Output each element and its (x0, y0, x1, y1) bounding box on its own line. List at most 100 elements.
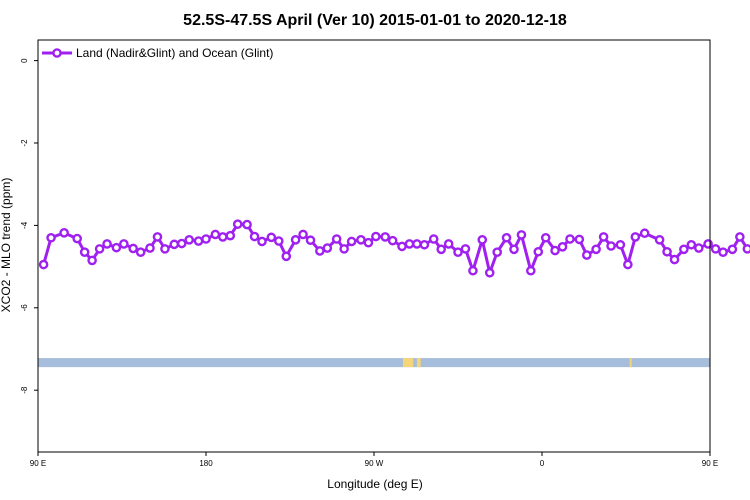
data-point (582, 250, 592, 260)
data-point (718, 247, 728, 257)
data-point (339, 244, 349, 254)
data-point (184, 235, 194, 245)
data-point (436, 244, 447, 255)
data-point (526, 265, 536, 276)
data-point (679, 244, 689, 255)
data-point (703, 239, 713, 249)
data-point (160, 244, 170, 254)
data-point (273, 236, 284, 246)
data-point (257, 236, 267, 247)
data-point (710, 244, 721, 254)
data-point (152, 232, 163, 242)
data-point (574, 234, 585, 245)
legend-label: Land (Nadir&Glint) and Ocean (Glint) (76, 46, 273, 60)
data-point (412, 239, 422, 249)
legend: Land (Nadir&Glint) and Ocean (Glint) (42, 46, 273, 60)
data-point (565, 234, 575, 244)
data-point (460, 244, 471, 254)
y-tick-label: 0 (20, 58, 29, 63)
data-point (210, 229, 221, 240)
data-point (630, 232, 641, 242)
data-point (540, 232, 551, 243)
data-point (669, 254, 680, 265)
data-point (281, 251, 292, 262)
data-point (397, 241, 407, 252)
data-point (404, 239, 415, 249)
land-segment (629, 358, 632, 368)
data-point (87, 255, 97, 266)
data-point (145, 243, 155, 253)
data-point (217, 232, 228, 242)
data-point (225, 230, 236, 241)
data-point (249, 231, 260, 242)
data-point (516, 230, 527, 240)
x-tick-label: 90 E (702, 459, 718, 468)
data-point (59, 228, 69, 238)
data-point (305, 235, 316, 246)
data-point (387, 235, 398, 246)
data-point (111, 242, 122, 253)
data-point (298, 229, 308, 240)
data-point (686, 239, 697, 250)
data-point (232, 219, 243, 229)
data-point (266, 232, 277, 243)
surface-band (38, 358, 710, 368)
data-point (501, 232, 512, 243)
data-point (533, 246, 544, 257)
data-point (598, 232, 609, 242)
y-axis-label: XCO2 - MLO trend (ppm) (0, 178, 13, 313)
data-point (591, 244, 601, 255)
data-point (128, 243, 138, 254)
y-tick-label: -6 (20, 304, 29, 312)
data-point (72, 233, 82, 244)
y-tick-label: -2 (20, 139, 29, 147)
land-segment (402, 358, 414, 368)
data-point (201, 234, 211, 244)
ocean-band (38, 358, 710, 368)
y-axis: 0 -2 -4 -6 -8 (20, 58, 38, 394)
data-point (46, 232, 56, 243)
data-point (193, 236, 204, 246)
data-point (135, 247, 146, 257)
data-point (654, 235, 665, 245)
data-point (639, 228, 650, 239)
data-point (346, 236, 357, 247)
x-axis: 90 E 180 90 W 0 90 E (30, 452, 718, 468)
series-layer (38, 219, 750, 278)
data-point (315, 246, 325, 256)
data-point (615, 239, 626, 250)
data-point (453, 247, 463, 257)
legend-marker (52, 48, 62, 58)
data-point (331, 234, 342, 244)
data-point (176, 238, 187, 249)
land-segment (416, 358, 421, 368)
data-point (169, 239, 180, 250)
data-point (428, 234, 439, 244)
data-point (322, 243, 333, 253)
data-point (102, 239, 112, 249)
x-axis-label: Longitude (deg E) (327, 477, 422, 491)
data-point (727, 244, 738, 255)
data-point (380, 232, 391, 242)
data-point (694, 243, 704, 253)
x-tick-label: 0 (540, 459, 545, 468)
data-point (356, 235, 366, 245)
data-point (557, 242, 568, 252)
data-point (484, 267, 495, 278)
data-point (550, 245, 560, 256)
y-tick-label: -4 (20, 221, 29, 229)
data-point (443, 239, 454, 249)
data-point (38, 259, 49, 270)
data-point (94, 244, 105, 254)
data-point (623, 259, 633, 270)
data-point (606, 241, 616, 251)
x-tick-label: 90 W (365, 459, 384, 468)
data-point (363, 237, 374, 248)
data-point (290, 235, 301, 245)
x-tick-label: 90 E (30, 459, 46, 468)
data-point (492, 247, 503, 257)
data-point (742, 244, 750, 254)
data-point (509, 244, 519, 255)
